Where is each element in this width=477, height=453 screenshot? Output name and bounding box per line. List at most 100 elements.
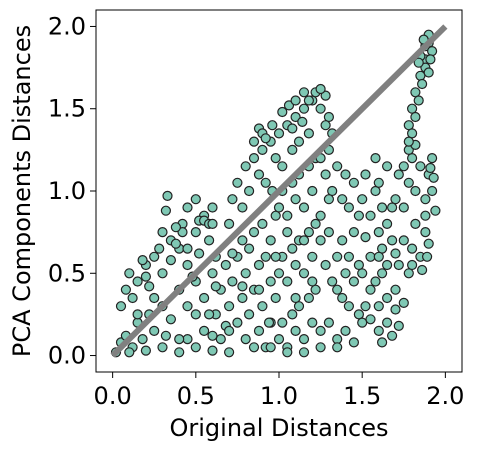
data-point [390,284,401,295]
data-point [377,337,388,348]
data-point [190,194,201,205]
y-tick-label: 0.0 [48,342,86,370]
data-point [237,235,248,246]
data-point [293,136,305,147]
y-tick-label: 0.5 [48,259,86,287]
data-point [298,103,310,114]
data-point [340,268,351,279]
data-point [373,177,384,188]
data-point [298,202,310,213]
data-point [253,259,265,271]
data-point [310,218,321,229]
data-point [307,317,318,328]
data-point [232,317,243,328]
data-point [348,337,359,348]
x-tick-label: 1.0 [260,382,298,410]
data-point [182,334,193,345]
data-point [240,268,251,279]
x-axis-label: Original Distances [170,414,389,442]
data-point [370,276,381,287]
data-point [157,342,168,353]
data-point [260,133,271,144]
data-point [382,161,393,172]
data-point [332,161,343,172]
data-point [297,116,308,128]
x-tick-label: 2.0 [426,382,464,410]
data-point [149,292,160,304]
data-point [420,210,431,221]
data-point [207,268,218,279]
data-point [224,218,235,229]
data-point [273,128,285,139]
data-point [343,202,354,213]
data-point [398,161,409,172]
data-point [287,243,298,254]
data-point [260,177,271,188]
data-point [298,235,310,246]
data-point [282,227,293,238]
data-point [298,268,310,279]
data-point [425,54,436,65]
data-point [360,232,371,243]
data-point [315,210,326,221]
data-point [387,235,398,246]
data-point [160,330,171,341]
data-point [207,330,218,341]
data-point [348,177,359,188]
data-point [224,301,235,312]
data-point [373,301,384,312]
data-point [332,342,343,353]
data-point [157,268,168,279]
data-point [303,292,314,304]
data-point [248,153,260,164]
data-point [253,325,265,336]
data-point [357,268,368,279]
data-point [290,111,301,123]
data-point [348,276,359,287]
data-point [162,190,173,201]
scatter-points [110,29,441,358]
data-point [244,185,255,197]
data-point [237,202,248,213]
data-point [227,276,238,287]
data-point [227,194,238,205]
reference-line [110,24,448,358]
data-point [382,317,393,328]
data-point [270,292,281,304]
data-point [423,238,434,249]
data-point [415,70,426,81]
y-tick-label: 1.0 [48,177,86,205]
data-point [382,259,393,271]
data-point [282,210,293,221]
data-point [307,276,318,287]
data-point [140,271,151,282]
x-tick-label: 0.5 [177,382,215,410]
data-point [323,227,334,238]
data-point [303,95,314,106]
data-point [315,103,326,114]
data-point [390,194,401,205]
data-point [360,301,371,312]
data-point [267,120,278,131]
data-point [265,276,276,287]
data-point [398,235,409,246]
data-point [190,227,201,238]
x-tick-label: 1.5 [343,382,381,410]
data-point [204,309,215,320]
y-axis-ticks: 0.0 0.5 1.0 1.5 2.0 [48,12,96,370]
data-point [303,227,314,238]
data-point [393,259,404,271]
data-point [417,264,428,276]
data-point [348,227,359,238]
data-point [365,251,376,262]
data-point [360,169,371,180]
data-point [273,268,285,279]
data-point [337,292,348,304]
data-point [320,169,331,180]
data-point [307,185,318,197]
data-point [282,276,293,287]
data-point [415,161,426,172]
data-point [182,243,193,254]
data-point [240,334,251,345]
